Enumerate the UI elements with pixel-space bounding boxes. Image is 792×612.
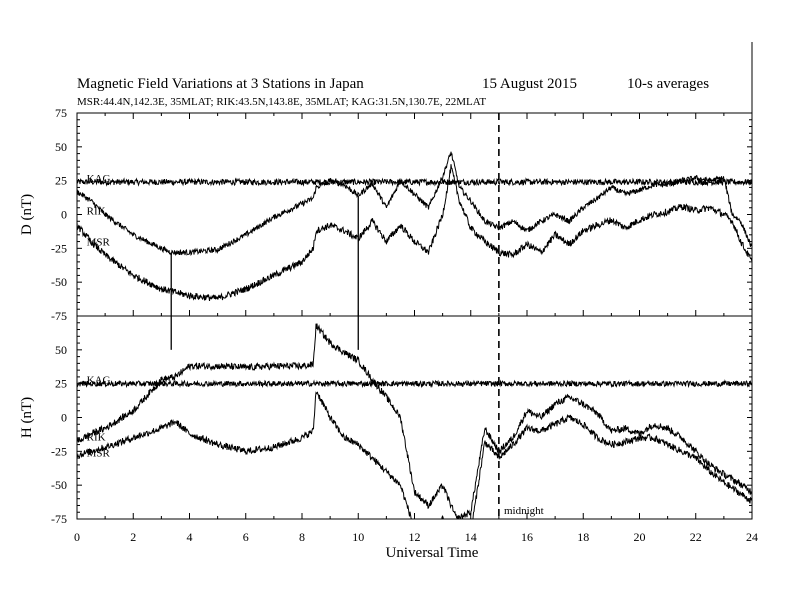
series-line-kag (77, 177, 752, 187)
x-axis-label: Universal Time (386, 545, 479, 561)
y-tick-label: 25 (55, 377, 67, 391)
series-label-kag: KAG (87, 375, 111, 387)
series-label-msr: MSR (87, 237, 111, 249)
chart-header: Magnetic Field Variations at 3 Stations … (77, 76, 709, 108)
x-tick-label: 24 (746, 530, 758, 544)
y-tick-label: -75 (51, 512, 67, 526)
panels-group: 75 50 25 0 -25 -50 -75 D (nT) KAG RIK MSR 50 25 0 -25 -… (19, 106, 753, 526)
y-tick-label: 75 (55, 106, 67, 120)
y-tick-label: -75 (51, 309, 67, 323)
chart-title-date: 15 August 2015 (482, 76, 577, 92)
y-tick-label: 0 (61, 411, 67, 425)
y-axis-label: D (nT) (19, 194, 35, 235)
x-tick-label: 0 (74, 530, 80, 544)
panel-0: 75 50 25 0 -25 -50 -75 D (nT) KAG RIK MSR (19, 106, 753, 323)
y-tick-label: 50 (55, 140, 67, 154)
chart-title-averaging: 10-s averages (627, 76, 709, 92)
y-tick-label: -50 (51, 275, 67, 289)
chart-subtitle-stations: MSR:44.4N,142.3E, 35MLAT; RIK:43.5N,143.… (77, 96, 486, 108)
y-axis-label: H (nT) (19, 397, 35, 438)
x-tick-label: 8 (299, 530, 305, 544)
x-tick-label: 14 (465, 530, 477, 544)
series-label-kag: KAG (87, 173, 111, 185)
series-label-msr: MSR (87, 448, 111, 460)
series-line-kag (77, 379, 752, 389)
series-line-rik (77, 151, 752, 257)
x-tick-label: 20 (634, 530, 646, 544)
x-tick-label: 18 (577, 530, 589, 544)
y-tick-label: 50 (55, 343, 67, 357)
series-label-rik: RIK (87, 205, 106, 217)
x-axis-group: 0 2 4 6 8 10 12 14 16 18 20 22 24 (74, 113, 758, 544)
x-tick-label: 22 (690, 530, 702, 544)
y-tick-label: -25 (51, 444, 67, 458)
midnight-annotation: midnight (504, 505, 544, 517)
x-tick-label: 6 (243, 530, 249, 544)
x-tick-label: 16 (521, 530, 533, 544)
series-label-rik: RIK (87, 431, 106, 443)
x-tick-label: 10 (352, 530, 364, 544)
x-tick-label: 4 (187, 530, 193, 544)
y-tick-label: -50 (51, 478, 67, 492)
chart-title-main: Magnetic Field Variations at 3 Stations … (77, 76, 364, 92)
x-tick-label: 2 (130, 530, 136, 544)
y-tick-label: -25 (51, 241, 67, 255)
x-tick-label: 12 (409, 530, 421, 544)
y-tick-label: 0 (61, 208, 67, 222)
series-line-msr (77, 391, 752, 519)
y-tick-label: 25 (55, 174, 67, 188)
panel-1: 50 25 0 -25 -50 -75 H (nT) KAG RIK MSR (19, 315, 753, 526)
series-line-msr (77, 164, 752, 301)
